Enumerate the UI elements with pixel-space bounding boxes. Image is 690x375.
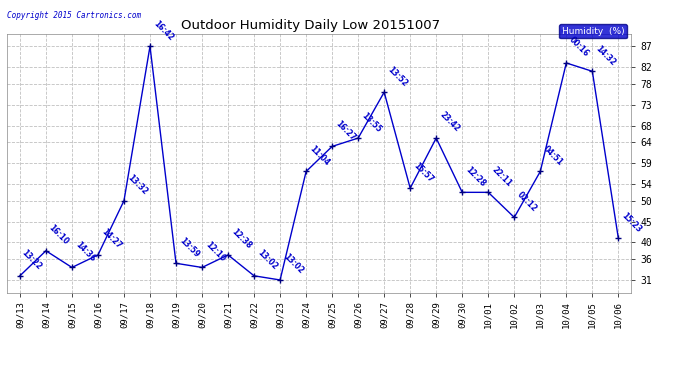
Text: 15:23: 15:23: [620, 211, 643, 234]
Text: 00:16: 00:16: [568, 35, 591, 59]
Text: 14:27: 14:27: [99, 227, 123, 251]
Text: 04:51: 04:51: [542, 144, 565, 167]
Text: 12:38: 12:38: [229, 227, 253, 251]
Text: 23:42: 23:42: [437, 111, 461, 134]
Text: 13:02: 13:02: [282, 252, 305, 276]
Text: 13:59: 13:59: [177, 236, 201, 259]
Text: 22:11: 22:11: [489, 165, 513, 188]
Text: 02:12: 02:12: [515, 190, 539, 213]
Legend: Humidity  (%): Humidity (%): [559, 24, 627, 39]
Text: Copyright 2015 Cartronics.com: Copyright 2015 Cartronics.com: [7, 10, 141, 20]
Text: Outdoor Humidity Daily Low 20151007: Outdoor Humidity Daily Low 20151007: [181, 19, 440, 32]
Text: 13:52: 13:52: [386, 64, 408, 88]
Text: 11:04: 11:04: [308, 144, 331, 167]
Text: 12:28: 12:28: [464, 165, 487, 188]
Text: 13:02: 13:02: [255, 248, 279, 272]
Text: 14:36: 14:36: [73, 240, 97, 263]
Text: 14:32: 14:32: [593, 44, 617, 67]
Text: 16:42: 16:42: [151, 19, 175, 42]
Text: 13:22: 13:22: [20, 248, 43, 272]
Text: 15:57: 15:57: [411, 160, 435, 184]
Text: 13:55: 13:55: [359, 111, 383, 134]
Text: 12:10: 12:10: [204, 240, 227, 263]
Text: 16:27: 16:27: [333, 119, 357, 142]
Text: 13:32: 13:32: [126, 173, 149, 196]
Text: 16:10: 16:10: [47, 223, 70, 247]
